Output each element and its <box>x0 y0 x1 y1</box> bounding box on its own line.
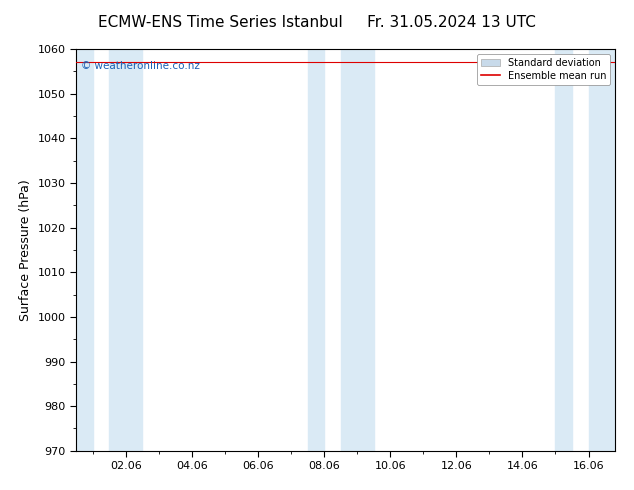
Bar <box>588 49 615 451</box>
Text: ECMW-ENS Time Series Istanbul     Fr. 31.05.2024 13 UTC: ECMW-ENS Time Series Istanbul Fr. 31.05.… <box>98 15 536 30</box>
Bar <box>307 49 324 451</box>
Bar <box>76 49 93 451</box>
Bar <box>340 49 373 451</box>
Bar <box>109 49 142 451</box>
Text: © weatheronline.co.nz: © weatheronline.co.nz <box>81 61 200 71</box>
Legend: Standard deviation, Ensemble mean run: Standard deviation, Ensemble mean run <box>477 54 610 85</box>
Bar <box>555 49 572 451</box>
Y-axis label: Surface Pressure (hPa): Surface Pressure (hPa) <box>19 179 32 321</box>
